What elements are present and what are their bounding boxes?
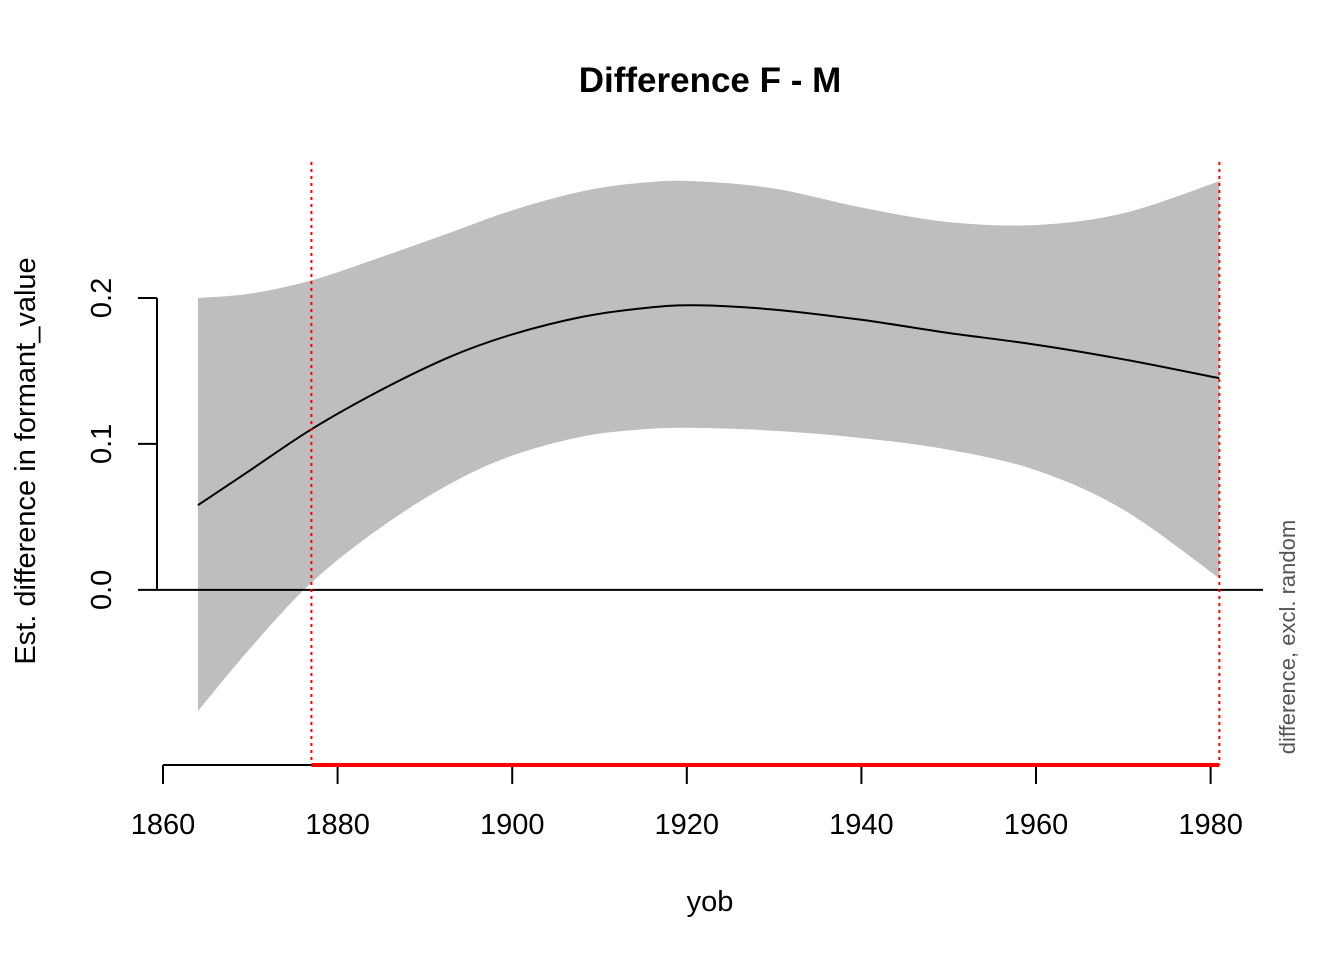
x-tick-label: 1940 (829, 809, 894, 841)
x-tick-label: 1900 (480, 809, 545, 841)
y-tick-label: 0.2 (86, 278, 118, 318)
y-axis-label: Est. difference in formant_value (10, 257, 42, 664)
difference-curve (197, 304, 1220, 507)
y-tick-label: 0.1 (86, 424, 118, 464)
x-tick-label: 1960 (1004, 809, 1069, 841)
x-tick-label: 1920 (655, 809, 720, 841)
chart-title: Difference F - M (579, 61, 842, 100)
y-tick-label: 0.0 (86, 570, 118, 610)
x-tick-label: 1860 (131, 809, 196, 841)
side-label: difference, excl. random (1275, 520, 1300, 754)
significance-boundaries (310, 162, 1221, 765)
confidence-band (197, 180, 1220, 712)
y-axis: 0.0 0.1 0.2 (86, 278, 158, 610)
x-axis-label: yob (687, 886, 734, 918)
x-axis: 1860 1880 1900 1920 1940 1960 1980 (131, 764, 1243, 841)
x-tick-label: 1980 (1178, 809, 1243, 841)
x-tick-label: 1880 (305, 809, 370, 841)
